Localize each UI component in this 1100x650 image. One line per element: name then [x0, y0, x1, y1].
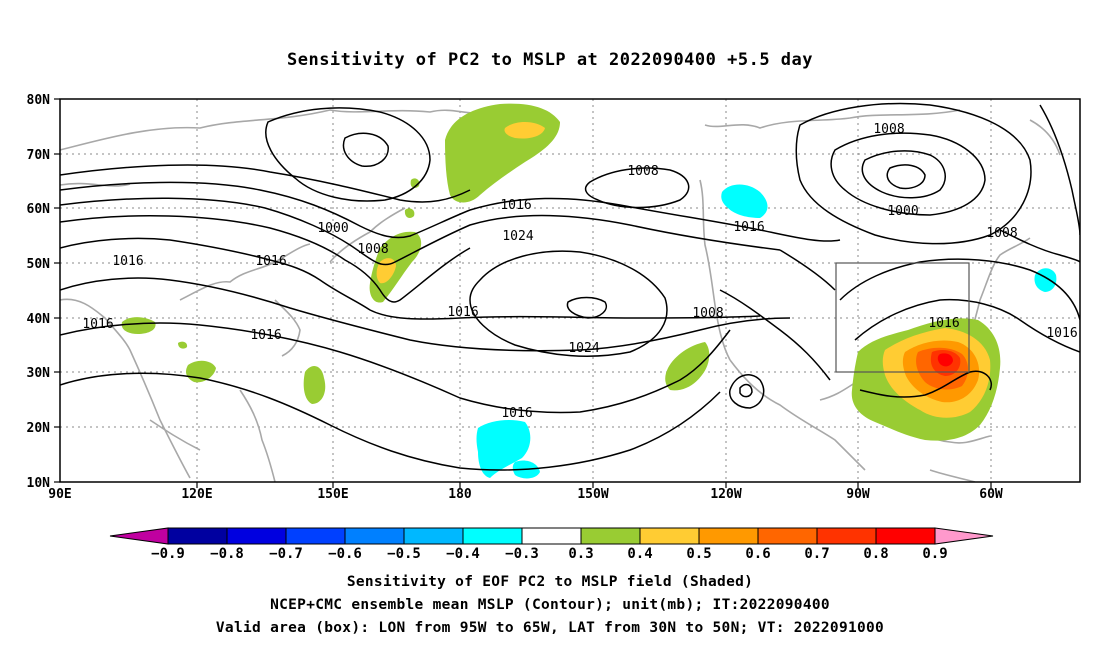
colorbar-arrow-right — [934, 527, 994, 545]
colorbar-arrow-left — [109, 527, 169, 545]
lon-label-120w: 120W — [710, 487, 741, 502]
shade-east-pacific-green — [665, 342, 710, 391]
lat-label-10n: 10N — [27, 476, 51, 491]
colorbar-segment — [875, 527, 936, 545]
contour-label: 1016 — [733, 220, 764, 235]
shade-pacific-green — [303, 366, 326, 404]
lon-label-150e: 150E — [317, 487, 348, 502]
contour-label: 1016 — [255, 254, 286, 269]
colorbar-label: −0.6 — [328, 546, 362, 562]
shade-north-pacific-yellow — [504, 122, 545, 139]
colorbar-label: −0.3 — [505, 546, 539, 562]
colorbar-segment — [344, 527, 405, 545]
colorbar-label: −0.7 — [269, 546, 303, 562]
shade-china-green-3 — [178, 341, 188, 349]
colorbar-segment — [580, 527, 641, 545]
contour-label: 1016 — [82, 317, 113, 332]
sensitivity-shading — [121, 103, 1057, 479]
shade-us-east-core — [937, 353, 953, 367]
lon-label-60w: 60W — [979, 487, 1003, 502]
lat-labels: 80N 70N 60N 50N 40N 30N 20N 10N — [27, 93, 51, 491]
colorbar-label: 0.8 — [863, 546, 888, 562]
lat-label-50n: 50N — [27, 257, 51, 272]
contour-label: 1024 — [502, 229, 533, 244]
lat-label-60n: 60N — [27, 202, 51, 217]
mslp-contours — [60, 102, 1080, 471]
lon-labels: 90E 120E 150E 180 150W 120W 90W 60W — [48, 487, 1003, 502]
contour-label: 1008 — [692, 306, 723, 321]
contour-label: 1016 — [1046, 326, 1077, 341]
contour-label: 1016 — [112, 254, 143, 269]
shade-central-pacific-negative — [476, 420, 531, 478]
colorbar-label: 0.7 — [804, 546, 829, 562]
contour-label: 1016 — [250, 328, 281, 343]
lat-label-30n: 30N — [27, 366, 51, 381]
colorbar-segment — [226, 527, 287, 545]
contour-label: 1008 — [873, 122, 904, 137]
lat-label-20n: 20N — [27, 421, 51, 436]
lon-label-120e: 120E — [181, 487, 212, 502]
colorbar-label: 0.4 — [627, 546, 652, 562]
colorbar-segment — [285, 527, 346, 545]
contour-label: 1008 — [357, 242, 388, 257]
colorbar-label: −0.9 — [151, 546, 185, 562]
contour-label: 1000 — [887, 204, 918, 219]
contour-label: 1024 — [568, 341, 599, 356]
footer-line-2: NCEP+CMC ensemble mean MSLP (Contour); u… — [270, 597, 830, 613]
colorbar-segment — [698, 527, 759, 545]
colorbar-label: −0.4 — [446, 546, 480, 562]
colorbar-segment — [816, 527, 877, 545]
colorbar-segment — [757, 527, 818, 545]
colorbar-segment — [167, 527, 228, 545]
contour-label: 1016 — [500, 198, 531, 213]
colorbar-segment — [462, 527, 523, 545]
colorbar: −0.9 −0.8 −0.7 −0.6 −0.5 −0.4 −0.3 0.3 0.4 0.5 0.6… — [109, 527, 994, 562]
colorbar-label: −0.8 — [210, 546, 244, 562]
contour-label: 1000 — [317, 221, 348, 236]
lon-label-150w: 150W — [577, 487, 608, 502]
lon-label-180: 180 — [448, 487, 472, 502]
footer-line-1: Sensitivity of EOF PC2 to MSLP field (Sh… — [346, 574, 754, 590]
colorbar-label: 0.5 — [686, 546, 711, 562]
contour-label: 1008 — [986, 226, 1017, 241]
contour-label: 1016 — [501, 406, 532, 421]
shade-alaska-negative — [721, 184, 768, 218]
contour-label: 1016 — [447, 305, 478, 320]
contour-labels: 1008 1000 1016 1024 1016 1024 1016 1016 … — [82, 122, 1077, 421]
lat-label-80n: 80N — [27, 93, 51, 108]
shade-china-green-1 — [121, 317, 156, 334]
colorbar-label: 0.3 — [568, 546, 593, 562]
colorbar-segment — [521, 527, 582, 545]
colorbar-label: 0.6 — [745, 546, 770, 562]
valid-area-box — [835, 262, 970, 373]
lat-label-40n: 40N — [27, 312, 51, 327]
map-title: Sensitivity of PC2 to MSLP at 2022090400… — [286, 50, 813, 70]
tick-marks — [54, 98, 992, 488]
footer-line-3: Valid area (box): LON from 95W to 65W, L… — [215, 620, 885, 636]
contour-label: 1016 — [928, 316, 959, 331]
colorbar-segment — [639, 527, 700, 545]
lon-label-90w: 90W — [846, 487, 870, 502]
colorbar-segment — [403, 527, 464, 545]
shade-small-green-1 — [404, 208, 415, 218]
colorbar-label: 0.9 — [922, 546, 947, 562]
colorbar-label: −0.5 — [387, 546, 421, 562]
contour-label: 1008 — [627, 164, 658, 179]
plot-frame — [59, 98, 1081, 483]
lon-label-90e: 90E — [48, 487, 71, 502]
gridlines — [60, 99, 1080, 482]
lat-label-70n: 70N — [27, 148, 51, 163]
